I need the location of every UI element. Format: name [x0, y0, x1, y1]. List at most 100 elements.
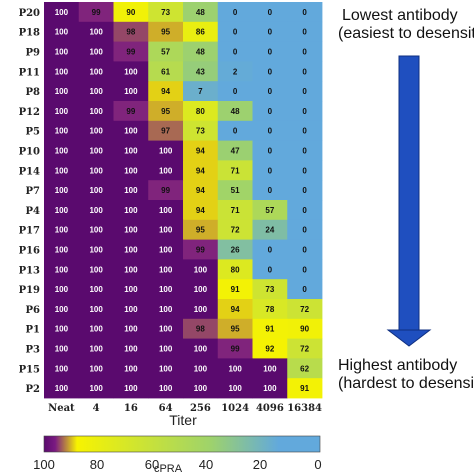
heatmap-cell — [287, 101, 323, 122]
heatmap-cell — [217, 21, 253, 42]
heatmap-cell — [217, 61, 253, 82]
cell-value-label: 100 — [124, 147, 138, 156]
heatmap-cell — [252, 378, 288, 399]
heatmap-cell — [252, 41, 288, 62]
heatmap-cell — [287, 279, 323, 300]
cell-value-label: 0 — [268, 28, 273, 37]
heatmap-cell — [44, 279, 80, 300]
cell-value-label: 100 — [124, 384, 138, 393]
cell-value-label: 100 — [89, 206, 103, 215]
cell-value-label: 100 — [89, 147, 103, 156]
cell-value-label: 26 — [231, 246, 240, 255]
cell-value-label: 72 — [300, 345, 309, 354]
heatmap-cell — [44, 140, 80, 161]
heatmap-cell — [252, 2, 288, 23]
heatmap-cell — [287, 378, 323, 399]
cell-value-label: 91 — [231, 285, 240, 294]
heatmap-cell — [217, 101, 253, 122]
heatmap-cell — [217, 219, 253, 240]
heatmap-cell — [148, 140, 184, 161]
cell-value-label: 95 — [161, 28, 170, 37]
colorbar-title: cPRA — [154, 463, 183, 474]
heatmap-cell — [183, 259, 219, 280]
heatmap-cell — [183, 318, 219, 339]
heatmap-cell — [183, 338, 219, 359]
cell-value-label: 100 — [228, 384, 242, 393]
cell-value-label: 100 — [89, 48, 103, 57]
heatmap-cell — [287, 239, 323, 260]
cell-value-label: 94 — [196, 206, 205, 215]
cell-value-label: 80 — [231, 265, 240, 274]
cell-value-label: 100 — [159, 325, 173, 334]
cell-value-label: 90 — [300, 325, 309, 334]
heatmap-cell — [252, 21, 288, 42]
heatmap-cell — [44, 259, 80, 280]
cell-value-label: 95 — [161, 107, 170, 116]
cell-value-label: 100 — [159, 226, 173, 235]
heatmap-cell — [78, 200, 114, 221]
cell-value-label: 0 — [268, 147, 273, 156]
cell-value-label: 100 — [159, 147, 173, 156]
heatmap-cell — [217, 318, 253, 339]
cell-value-label: 94 — [231, 305, 240, 314]
heatmap-cell — [113, 318, 149, 339]
heatmap-cell — [217, 378, 253, 399]
cell-value-label: 100 — [89, 285, 103, 294]
cell-value-label: 0 — [302, 127, 307, 136]
cell-value-label: 100 — [89, 246, 103, 255]
heatmap-cell — [148, 299, 184, 320]
heatmap-cell — [78, 101, 114, 122]
cell-value-label: 0 — [302, 265, 307, 274]
heatmap-cell — [44, 41, 80, 62]
column-label: 64 — [159, 403, 173, 414]
cell-value-label: 0 — [302, 48, 307, 57]
cell-value-label: 62 — [300, 364, 309, 373]
cell-value-label: 78 — [265, 305, 274, 314]
cell-value-label: 51 — [231, 186, 240, 195]
cell-value-label: 99 — [196, 246, 205, 255]
heatmap-cell — [217, 81, 253, 102]
cell-value-label: 100 — [55, 325, 69, 334]
cell-value-label: 71 — [231, 166, 240, 175]
cell-value-label: 100 — [55, 265, 69, 274]
cell-value-label: 0 — [302, 246, 307, 255]
cell-value-label: 100 — [89, 166, 103, 175]
cell-value-label: 0 — [302, 285, 307, 294]
cell-value-label: 91 — [300, 384, 309, 393]
cell-value-label: 100 — [89, 265, 103, 274]
heatmap-cell — [113, 61, 149, 82]
cell-value-label: 0 — [302, 147, 307, 156]
cell-value-label: 95 — [196, 226, 205, 235]
colorbar-tick-label: 100 — [33, 457, 55, 472]
cell-value-label: 95 — [231, 325, 240, 334]
heatmap-cell — [78, 81, 114, 102]
cell-value-label: 97 — [161, 127, 170, 136]
heatmap-cell — [252, 239, 288, 260]
cell-value-label: 100 — [159, 206, 173, 215]
heatmap-cell — [217, 180, 253, 201]
cell-value-label: 100 — [55, 48, 69, 57]
heatmap-cell — [148, 41, 184, 62]
heatmap-cell — [78, 378, 114, 399]
heatmap-cell — [287, 318, 323, 339]
cell-value-label: 86 — [196, 28, 205, 37]
heatmap-cell — [113, 239, 149, 260]
cell-value-label: 99 — [161, 186, 170, 195]
heatmap-cell — [44, 81, 80, 102]
cell-value-label: 100 — [159, 246, 173, 255]
row-label: P13 — [19, 265, 40, 276]
cell-value-label: 90 — [126, 8, 135, 17]
heatmap-cell — [78, 318, 114, 339]
heatmap-cell — [217, 160, 253, 181]
heatmap-cell — [44, 239, 80, 260]
cell-value-label: 24 — [265, 226, 274, 235]
heatmap-cell — [252, 259, 288, 280]
heatmap-cell — [78, 259, 114, 280]
heatmap-cell — [113, 358, 149, 379]
colorbar-tick-label: 80 — [90, 457, 104, 472]
cell-value-label: 100 — [159, 305, 173, 314]
row-label: P2 — [26, 384, 41, 395]
heatmap-cell — [183, 358, 219, 379]
heatmap-cell — [148, 120, 184, 141]
heatmap-cell — [287, 61, 323, 82]
